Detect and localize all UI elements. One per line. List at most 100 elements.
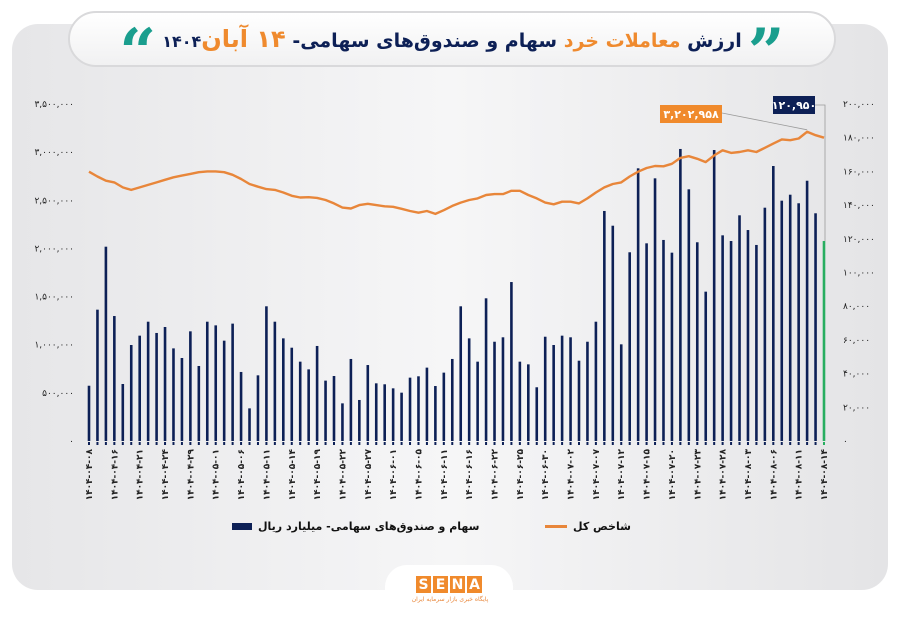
x-axis-tick-mark [425, 442, 428, 445]
x-axis-tick-mark [603, 442, 606, 445]
x-axis-tick-mark [789, 442, 792, 445]
x-axis-tick-mark [316, 442, 319, 445]
x-axis-label: ۱۴۰۴-۰۵-۱۱ [262, 449, 272, 500]
right-axis-tick: ۶۰,۰۰۰ [843, 336, 870, 346]
x-axis-tick-mark [518, 442, 521, 445]
index-line [88, 130, 825, 216]
bar [290, 347, 294, 441]
bar [662, 239, 665, 441]
x-axis-tick-mark [527, 442, 530, 445]
x-axis-tick-mark [806, 442, 809, 445]
bar [518, 361, 522, 441]
x-axis-tick-mark [730, 442, 733, 445]
x-axis-tick-mark [561, 442, 564, 445]
x-axis-tick-mark [687, 442, 690, 445]
x-axis-label: ۱۴۰۴-۰۶-۱۱ [440, 449, 450, 500]
x-axis-label: ۱۴۰۴-۰۷-۱۲ [617, 448, 627, 500]
annotation-leader-line [815, 104, 826, 242]
x-axis-tick-mark [772, 442, 775, 445]
right-axis-tick: ۱۶۰,۰۰۰ [843, 167, 875, 177]
logo-letter: S [416, 576, 431, 593]
bar [467, 338, 471, 441]
bar [510, 282, 513, 441]
x-axis-tick-mark [341, 442, 344, 445]
x-axis-label: ۱۴۰۴-۰۸-۰۶ [769, 449, 779, 500]
x-axis-tick-mark [493, 442, 496, 445]
bar [577, 360, 581, 441]
x-axis-label: ۱۴۰۴-۰۴-۲۹ [186, 448, 196, 500]
bar [805, 180, 809, 441]
x-axis-tick-mark [510, 442, 513, 445]
x-axis-tick-mark [96, 442, 99, 445]
x-axis-label: ۱۴۰۴-۰۵-۲۲ [338, 448, 348, 500]
x-axis-tick-mark [704, 442, 707, 445]
title-year: ۱۴۰۴ [162, 32, 202, 51]
x-axis-tick-mark [197, 442, 200, 445]
logo-letter: A [467, 576, 482, 593]
bar [687, 189, 691, 441]
x-axis-tick-mark [231, 442, 234, 445]
title-part3: سهام و صندوق‌های سهامی- [292, 30, 558, 52]
bar [501, 337, 505, 441]
right-axis-tick: ۱۸۰,۰۰۰ [843, 134, 875, 144]
x-axis-tick-mark [451, 442, 454, 445]
x-axis-label: ۱۴۰۴-۰۴-۰۸ [85, 448, 95, 500]
right-axis-tick: ۲۰,۰۰۰ [843, 403, 870, 413]
x-axis-tick-mark [130, 442, 133, 445]
x-axis-label: ۱۴۰۴-۰۵-۰۱ [212, 449, 222, 500]
bar [383, 384, 386, 441]
x-axis-tick-mark [763, 442, 766, 445]
bar-series [87, 148, 826, 442]
bar [349, 358, 353, 441]
bar [763, 207, 767, 441]
x-axis-tick-mark [282, 442, 285, 445]
annotation-latest-text: ۱۲۰,۹۵۰ [771, 98, 817, 112]
x-axis-label: ۱۴۰۴-۰۴-۱۶ [110, 449, 120, 500]
bar [476, 361, 479, 441]
bar [560, 335, 564, 441]
x-axis-label: ۱۴۰۴-۰۸-۰۳ [744, 448, 754, 500]
bar [358, 399, 361, 441]
x-axis-tick-mark [172, 442, 175, 445]
logo-letter: N [450, 576, 465, 593]
bar [341, 403, 344, 441]
x-axis-tick-mark [409, 442, 412, 445]
x-axis-tick-mark [138, 442, 141, 445]
x-axis-tick-mark [476, 442, 479, 445]
x-axis-tick-mark [180, 442, 183, 445]
x-axis-label: ۱۴۰۴-۰۶-۰۱ [389, 449, 399, 500]
x-axis-label: ۱۴۰۴-۰۷-۰۲ [567, 448, 577, 500]
x-axis-labels: ۱۴۰۴-۰۴-۰۸ ۱۴۰۴-۰۴-۱۶ ۱۴۰۴-۰۴-۲۱ ۱۴۰۴-۰۴-۲۴… [85, 448, 830, 500]
x-axis-tick-mark [383, 442, 386, 445]
bar [814, 213, 817, 441]
bar [129, 345, 133, 441]
x-axis-label: ۱۴۰۴-۰۶-۰۵ [414, 448, 424, 500]
x-axis-label: ۱۴۰۴-۰۶-۲۵ [516, 448, 526, 500]
right-axis-tick: ۱۴۰,۰۰۰ [843, 201, 875, 211]
x-axis-tick-mark [578, 442, 580, 445]
bar [772, 166, 775, 441]
x-axis-tick-mark [121, 442, 124, 445]
bar [797, 203, 800, 441]
x-axis-label: ۱۴۰۴-۰۵-۲۷ [364, 448, 374, 500]
title-part2: معاملات خرد [563, 30, 681, 52]
left-axis-tick: ۱,۰۰۰,۰۰۰ [34, 341, 74, 351]
x-axis-tick-mark [468, 442, 471, 445]
x-axis-tick-mark [273, 442, 276, 445]
bar [653, 178, 657, 441]
x-axis-label: ۱۴۰۴-۰۷-۲۸ [719, 448, 729, 500]
title-banner: ” ارزش معاملات خرد سهام و صندوق‌های سهام… [68, 11, 836, 85]
x-axis-tick-mark [611, 442, 614, 445]
bar [307, 369, 310, 441]
x-axis-tick-mark [586, 442, 589, 445]
bar [366, 365, 370, 441]
x-axis-tick-mark [814, 442, 817, 445]
x-axis-tick-mark [442, 442, 445, 445]
x-axis-tick-mark [738, 442, 741, 445]
logo-tagline: پایگاه خبری بازار سرمایه ایران [411, 596, 489, 603]
bar [273, 321, 277, 441]
x-axis-tick-mark [797, 442, 800, 445]
x-axis-tick-mark [324, 442, 327, 445]
bar [527, 364, 530, 441]
page-title: ارزش معاملات خرد سهام و صندوق‌های سهامی-… [162, 25, 742, 53]
